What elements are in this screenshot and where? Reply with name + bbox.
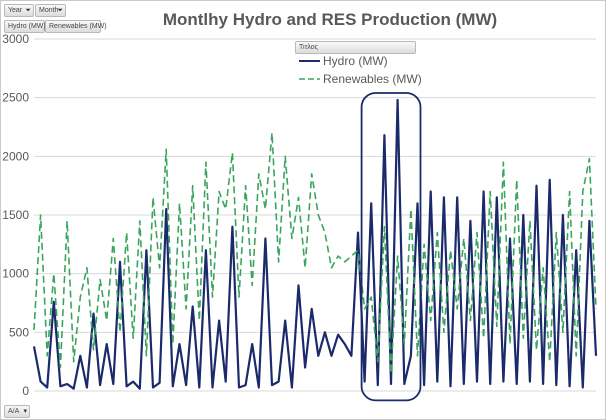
- month-filter-button[interactable]: Month ⏷: [35, 4, 66, 17]
- y-tick-label: 3000: [2, 32, 29, 46]
- legend-field-button[interactable]: Τιτλος: [295, 41, 416, 54]
- legend-field-label: Τιτλος: [299, 44, 318, 51]
- hydro-value-field-label: Hydro (MW): [8, 23, 46, 30]
- axis-field-label: Α/Α: [8, 408, 20, 415]
- hydro-value-field-button[interactable]: Hydro (MW): [4, 20, 46, 33]
- series-line-renewables: [33, 132, 597, 375]
- legend-label-renewables: Renewables (MW): [323, 72, 422, 86]
- filter-funnel-icon: ⏷: [57, 7, 63, 14]
- axis-field-button[interactable]: Α/Α ▾: [4, 405, 30, 418]
- chevron-down-icon: ▾: [23, 408, 27, 415]
- month-filter-label: Month: [39, 7, 59, 14]
- series-line-hydro: [32, 98, 598, 390]
- highlight-annotation-box: [360, 92, 422, 402]
- year-filter-button[interactable]: Year ⏷: [4, 4, 34, 17]
- y-tick-label: 1500: [2, 208, 29, 222]
- y-tick-label: 1000: [2, 267, 29, 281]
- filter-funnel-icon: ⏷: [25, 7, 31, 14]
- legend-label-hydro: Hydro (MW): [323, 54, 388, 68]
- y-tick-label: 2000: [2, 149, 29, 163]
- year-filter-label: Year: [8, 7, 23, 14]
- renewables-value-field-label: Renewables (MW): [49, 23, 107, 30]
- y-tick-label: 0: [22, 384, 29, 398]
- y-tick-label: 2500: [2, 91, 29, 105]
- y-tick-label: 500: [9, 325, 29, 339]
- renewables-value-field-button[interactable]: Renewables (MW): [45, 20, 107, 33]
- chart-title: Montlhy Hydro and RES Production (MW): [162, 10, 498, 29]
